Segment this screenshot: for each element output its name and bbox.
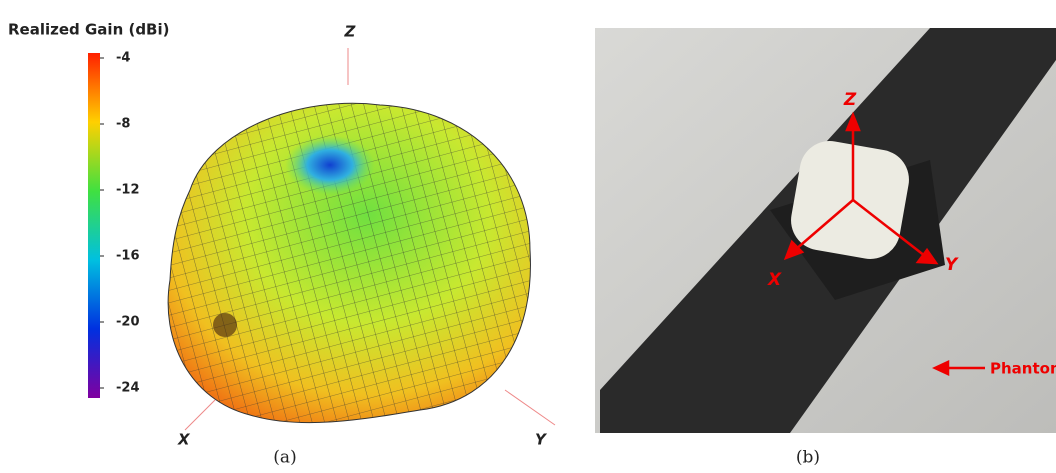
- tick-label: -20: [116, 315, 140, 330]
- tick-label: -24: [116, 381, 140, 396]
- y-axis: [504, 389, 556, 426]
- x-axis: [184, 399, 216, 431]
- axis-label: Z: [344, 23, 357, 41]
- tick-label: -16: [116, 249, 140, 264]
- panel-b: Z X Y Phantom Arm (b): [595, 28, 1056, 468]
- axis-label: X: [177, 431, 191, 449]
- null: [285, 135, 375, 195]
- axis-label: Y: [945, 255, 959, 275]
- null: [213, 313, 237, 337]
- axes: [783, 111, 985, 376]
- axis-label: Z: [843, 90, 857, 110]
- caption: (a): [273, 448, 296, 468]
- mesh: [168, 103, 531, 423]
- caption: (b): [796, 448, 820, 468]
- device: [791, 141, 909, 259]
- axis-label: X: [767, 270, 782, 290]
- axis-label: Y: [535, 431, 548, 449]
- colorbar: [88, 53, 100, 398]
- annotation: Phantom Arm: [990, 360, 1056, 378]
- tick-label: -8: [116, 117, 130, 132]
- tick-label: -4: [116, 51, 130, 66]
- panel-a: Realized Gain (dBi) -4 -8 -12 -16 -20 -24 Z Y…: [8, 21, 556, 468]
- colorbar-title: Realized Gain (dBi): [8, 21, 170, 39]
- tick-label: -12: [116, 183, 140, 198]
